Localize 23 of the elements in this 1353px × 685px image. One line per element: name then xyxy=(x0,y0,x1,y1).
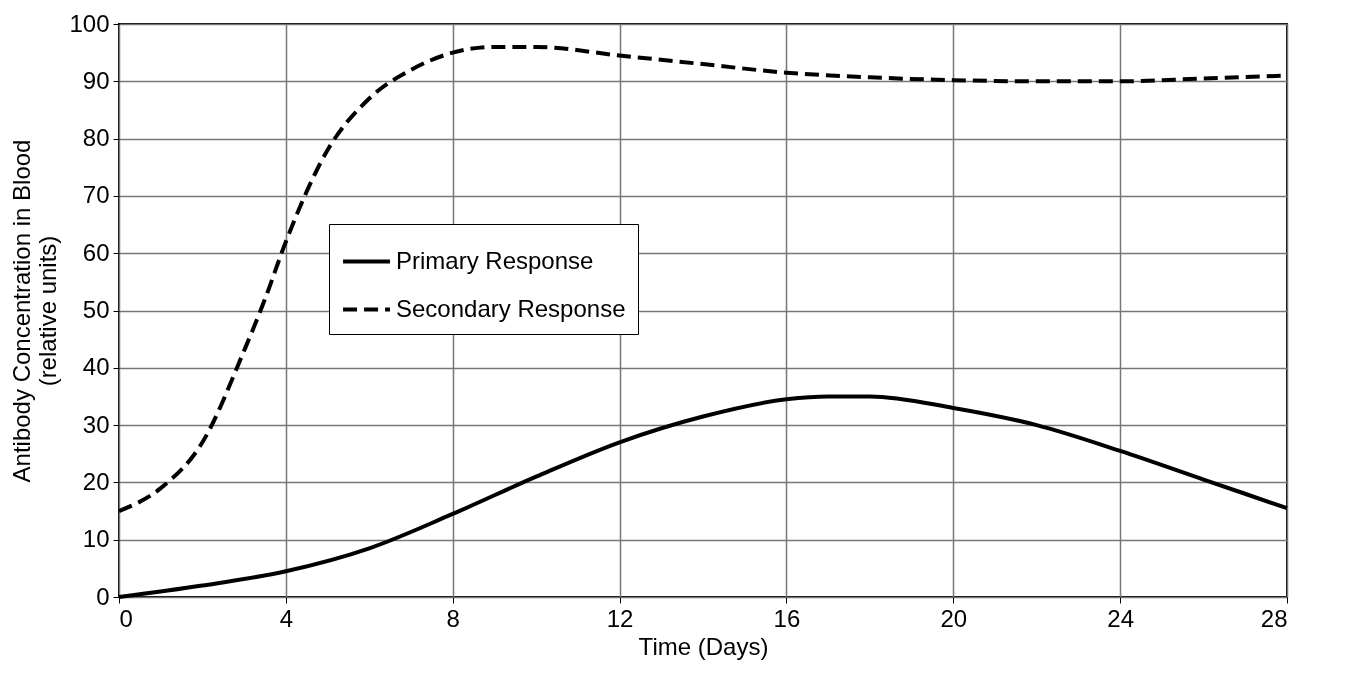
x-tick-label: 0 xyxy=(119,604,133,632)
y-tick-label: 90 xyxy=(82,66,110,94)
x-tick-label: 12 xyxy=(606,604,634,632)
y-tick-label: 30 xyxy=(82,410,110,438)
y-tick-label: 20 xyxy=(82,467,110,495)
x-tick-label: 28 xyxy=(1260,604,1288,632)
y-axis-title: Antibody Concentration in Blood (relative units) xyxy=(8,139,62,483)
y-tick-label: 0 xyxy=(96,582,110,610)
x-tick-label: 4 xyxy=(279,604,294,632)
x-tick-label: 24 xyxy=(1107,604,1134,632)
y-tick-label: 80 xyxy=(82,124,110,152)
legend-label: Secondary Response xyxy=(396,294,626,322)
y-tick-label: 50 xyxy=(82,296,110,323)
x-tick-label: 8 xyxy=(446,604,460,632)
y-tick-label: 40 xyxy=(82,353,110,381)
y-tick-label: 100 xyxy=(69,9,110,37)
y-tick-label: 10 xyxy=(82,525,110,553)
y-tick-label: 70 xyxy=(82,181,110,209)
y-tick-label: 60 xyxy=(82,238,110,266)
legend-label: Primary Response xyxy=(396,246,594,274)
x-axis-title: Time (Days) xyxy=(638,632,769,660)
x-tick-label: 16 xyxy=(773,604,801,632)
x-tick-label: 20 xyxy=(940,604,968,632)
